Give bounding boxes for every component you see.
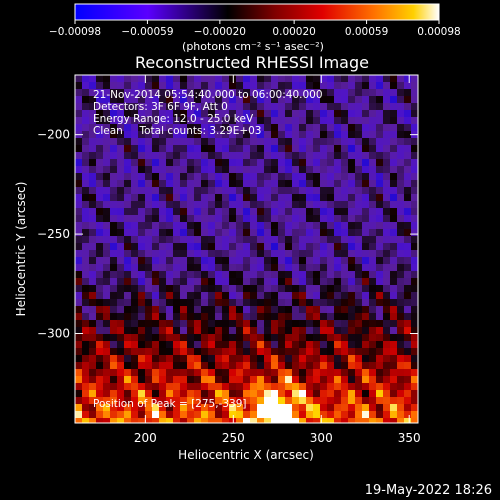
axis-ticks: 200 250 300 350 −200 −250 −300: [37, 75, 421, 445]
x-tick-label: 350: [398, 431, 421, 445]
annotation-energy: Energy Range: 12.0 - 25.0 keV: [93, 113, 254, 125]
annotation-counts: Clean Total counts: 3.29E+03: [93, 125, 262, 137]
y-tick-label: −250: [37, 227, 70, 241]
x-tick-label: 250: [222, 431, 245, 445]
colorbar-tick-label: −0.00020: [194, 26, 246, 38]
colorbar: [74, 3, 440, 21]
y-tick-label: −200: [37, 128, 70, 142]
plot-frame: [74, 74, 419, 424]
footer-date: 19-May-2022 18:26: [365, 483, 492, 498]
colorbar-tick-label: 0.00059: [345, 26, 388, 38]
colorbar-tick-label: 0.00020: [272, 26, 315, 38]
colorbar-tick-label: 0.00098: [417, 26, 460, 38]
annotation-detectors: Detectors: 3F 6F 9F, Att 0: [93, 101, 228, 113]
y-axis-label: Heliocentric Y (arcsec): [14, 182, 28, 317]
x-axis-label: Heliocentric X (arcsec): [178, 448, 314, 462]
x-tick-label: 300: [310, 431, 333, 445]
x-tick-label: 200: [134, 431, 157, 445]
heatmap-image: [75, 75, 418, 423]
colorbar-tick-label: −0.00098: [49, 26, 101, 38]
colorbar-tick-label: −0.00059: [121, 26, 173, 38]
colorbar-label: (photons cm⁻² s⁻¹ asec⁻²): [182, 40, 324, 53]
chart-title: Reconstructed RHESSI Image: [135, 53, 369, 72]
y-tick-label: −300: [37, 327, 70, 341]
peak-label: Position of Peak = [275,-339]: [93, 398, 247, 410]
annotation-time: 21-Nov-2014 05:54:40.000 to 06:00:40.000: [93, 89, 323, 101]
colorbar-ticks: −0.00098 −0.00059 −0.00020 0.00020 0.00059 0.…: [49, 20, 461, 38]
